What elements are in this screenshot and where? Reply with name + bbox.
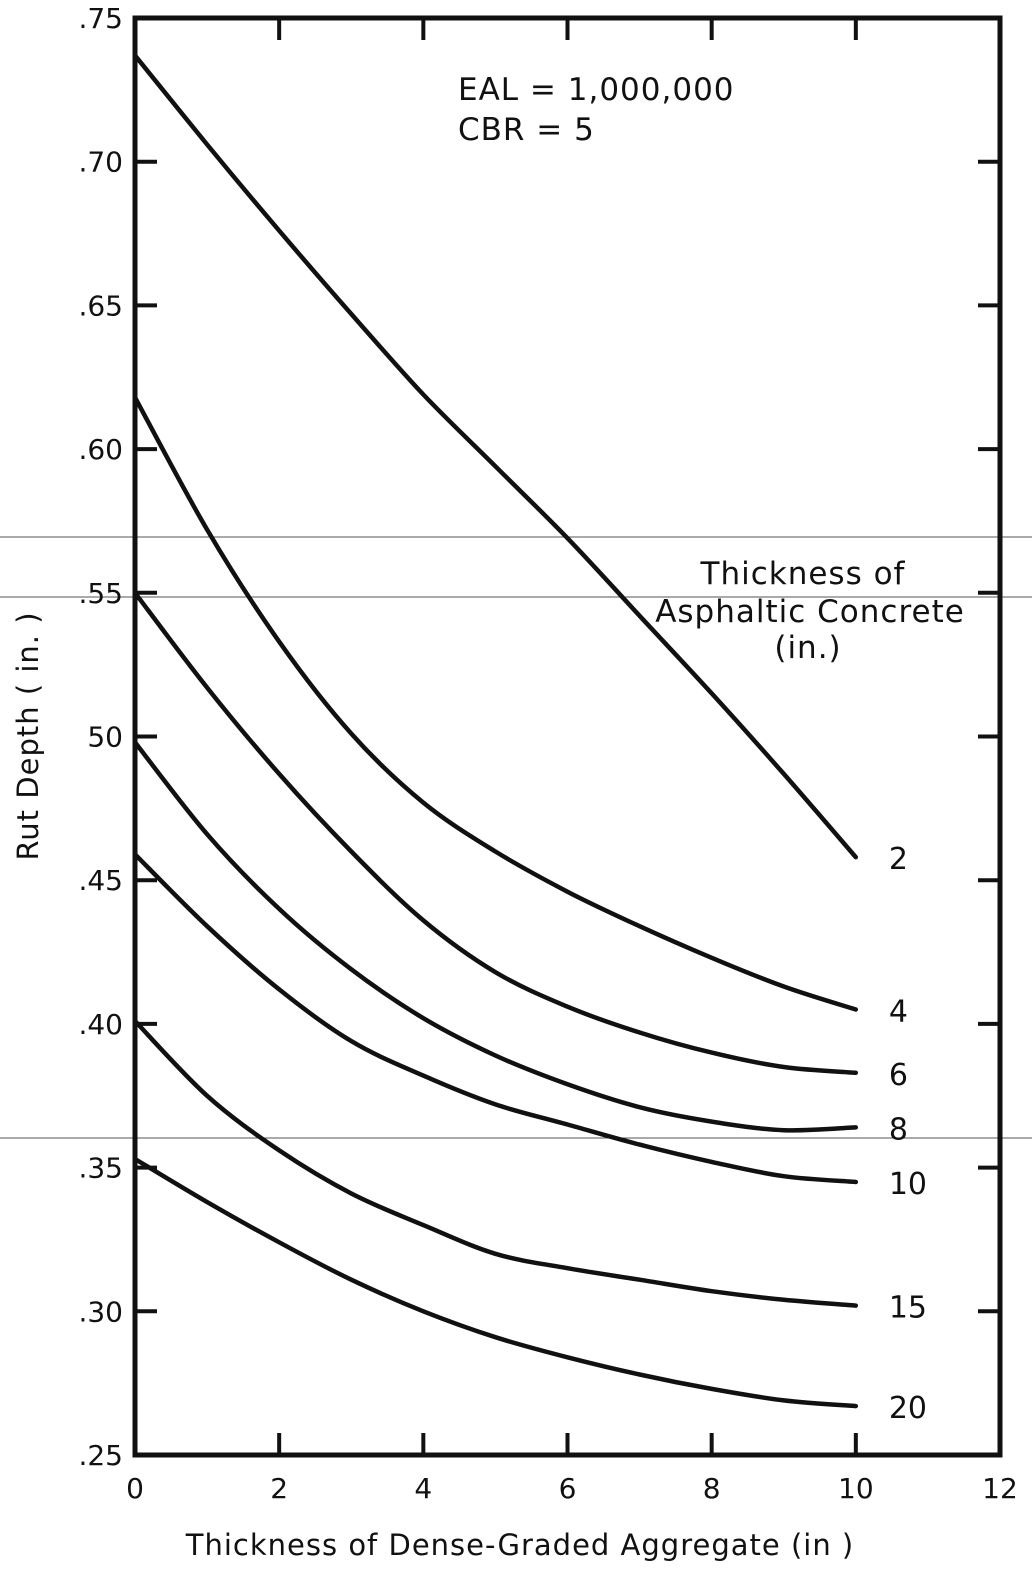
series-line-20-in [132,1156,859,1409]
tick-labels-group: 0 2 4 6 8 10 12 .25 .30 .35 .40 .45 50 .55 .60 .65 .70 .7… [78,2,1017,1505]
y-tick-label: .35 [78,1152,123,1185]
series-label-8-in: 8 [889,1112,908,1147]
y-tick-label: .60 [78,433,123,466]
y-tick-label: .55 [78,577,123,610]
series-line-2-in [132,53,859,860]
series-line-4-in [132,395,859,1012]
series-labels-group: 2 4 6 8 10 15 20 [889,842,927,1426]
ticks-group [133,16,1002,1457]
series-label-10-in: 10 [889,1167,927,1202]
y-tick-label: .40 [78,1008,123,1041]
x-tick-label: 10 [838,1472,874,1505]
cbr-annotation: CBR = 5 [458,112,595,148]
x-tick-label: 2 [270,1472,288,1505]
y-tick-label: .30 [78,1295,123,1328]
series-line-6-in [132,590,859,1076]
series-label-15-in: 15 [889,1291,927,1326]
y-axis-title: Rut Depth ( in. ) [11,611,45,860]
legend-title-line-2: Asphaltic Concrete [655,594,965,630]
series-label-20-in: 20 [889,1391,927,1426]
x-tick-label: 8 [703,1472,721,1505]
x-tick-label: 12 [982,1472,1018,1505]
series-line-10-in [132,852,859,1185]
y-tick-label: 50 [87,721,123,754]
eal-annotation: EAL = 1,000,000 [458,72,735,108]
y-tick-label: .65 [78,289,123,322]
series-label-4-in: 4 [889,995,908,1030]
x-tick-label: 6 [559,1472,577,1505]
series-label-6-in: 6 [889,1058,908,1093]
y-tick-label: .45 [78,864,123,897]
series-line-8-in [132,739,859,1133]
series-group [132,53,859,1409]
y-tick-label: .70 [78,146,123,179]
scan-artifact-lines [0,536,1032,1139]
x-tick-label: 0 [126,1472,144,1505]
plot-frame [132,15,1003,1458]
x-axis-title: Thickness of Dense-Graded Aggregate (in … [185,1528,854,1562]
legend-title-line-1: Thickness of [700,556,906,592]
y-tick-label: .75 [78,2,123,35]
y-tick-label: .25 [78,1439,123,1472]
x-tick-label: 4 [414,1472,432,1505]
series-label-2-in: 2 [889,842,908,877]
series-line-15-in [132,1018,859,1308]
legend-title-line-3: (in.) [774,630,841,666]
